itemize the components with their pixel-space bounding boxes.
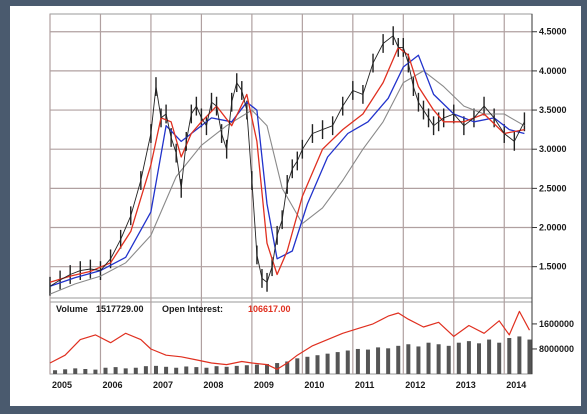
volume-label: Volume (56, 304, 88, 314)
volume-bar (376, 347, 381, 374)
volume-bar (93, 369, 98, 374)
x-tick-label: 2010 (304, 380, 324, 390)
volume-bar (254, 364, 259, 374)
x-tick-label: 2011 (355, 380, 375, 390)
volume-bar (365, 349, 370, 374)
volume-bar (265, 363, 270, 374)
info-line: Volume 1517729.00 Open Interest: 106617.… (56, 304, 291, 314)
volume-bar (214, 366, 219, 374)
y-tick-label: 3.5000 (539, 105, 567, 115)
price-line (49, 35, 525, 287)
volume-bar (234, 365, 239, 374)
volume-bar (416, 346, 421, 374)
volume-bar (335, 352, 340, 374)
volume-bar (133, 367, 138, 374)
volume-bar (305, 356, 310, 374)
y-tick-label: 4.0000 (539, 66, 567, 76)
open-interest-line (49, 310, 531, 370)
open-interest-label: Open Interest: (162, 304, 223, 314)
volume-bar (123, 368, 128, 374)
x-tick-label: 2005 (52, 380, 72, 390)
volume-bar (113, 367, 118, 374)
volume-bar (355, 348, 360, 374)
volume-bar (63, 369, 68, 374)
volume-bar (164, 366, 169, 374)
y-tick-label: 2.0000 (539, 223, 567, 233)
volume-bar (83, 368, 88, 374)
volume-tick-label: 1600000 (539, 319, 574, 329)
volume-bar (103, 367, 108, 374)
axes: 2005 2006 2007 2008 2009 2010 2011 2012 2013 2014… (52, 14, 574, 390)
y-tick-label: 4.5000 (539, 27, 567, 37)
y-tick-label: 2.5000 (539, 183, 567, 193)
volume-bar (456, 342, 461, 374)
volume-bar (184, 366, 189, 374)
y-tick-label: 3.0000 (539, 144, 567, 154)
volume-value: 1517729.00 (96, 304, 144, 314)
x-tick-label: 2013 (456, 380, 476, 390)
volume-bar (497, 342, 502, 374)
volume-bar (396, 345, 401, 374)
volume-bar (517, 336, 522, 374)
x-tick-label: 2008 (203, 380, 223, 390)
slow-moving-average-line (49, 70, 525, 295)
volume-bar (325, 353, 330, 374)
volume-bar (436, 344, 441, 374)
x-tick-label: 2007 (153, 380, 173, 390)
price-panel-border (49, 13, 533, 299)
x-tick-label: 2014 (506, 380, 526, 390)
x-tick-label: 2009 (254, 380, 274, 390)
fast-moving-average-line (49, 46, 525, 283)
volume-bar (477, 343, 482, 374)
volume-bar (446, 345, 451, 374)
series-lines (49, 26, 531, 370)
volume-bar (426, 342, 431, 374)
y-tick-label: 1.5000 (539, 262, 567, 272)
volume-bar (487, 339, 492, 374)
volume-bar (345, 350, 350, 374)
grid (49, 13, 533, 375)
volume-bar (153, 365, 158, 374)
volume-bar (275, 363, 280, 374)
volume-bar (386, 348, 391, 374)
volume-bar (224, 366, 229, 374)
volume-bar (466, 341, 471, 374)
volume-bar (507, 338, 512, 374)
volume-bar (194, 367, 199, 374)
chart-frame: 2005 2006 2007 2008 2009 2010 2011 2012 2013 2014… (10, 6, 581, 406)
volume-bar (315, 355, 320, 374)
volume-bars (53, 336, 532, 374)
mid-moving-average-line (49, 54, 525, 287)
volume-bar (73, 368, 78, 374)
volume-bar (174, 367, 179, 374)
volume-bar (406, 344, 411, 374)
volume-bar (244, 365, 249, 374)
volume-bar (295, 358, 300, 374)
volume-bar (527, 339, 532, 374)
volume-tick-label: 8000000 (539, 344, 574, 354)
volume-bar (285, 361, 290, 374)
price-chart: 2005 2006 2007 2008 2009 2010 2011 2012 2013 2014… (49, 13, 574, 390)
x-tick-label: 2012 (405, 380, 425, 390)
open-interest-value: 106617.00 (248, 304, 291, 314)
volume-bar (204, 367, 209, 374)
volume-bar (53, 370, 58, 374)
x-tick-label: 2006 (102, 380, 122, 390)
volume-bar (143, 366, 148, 374)
